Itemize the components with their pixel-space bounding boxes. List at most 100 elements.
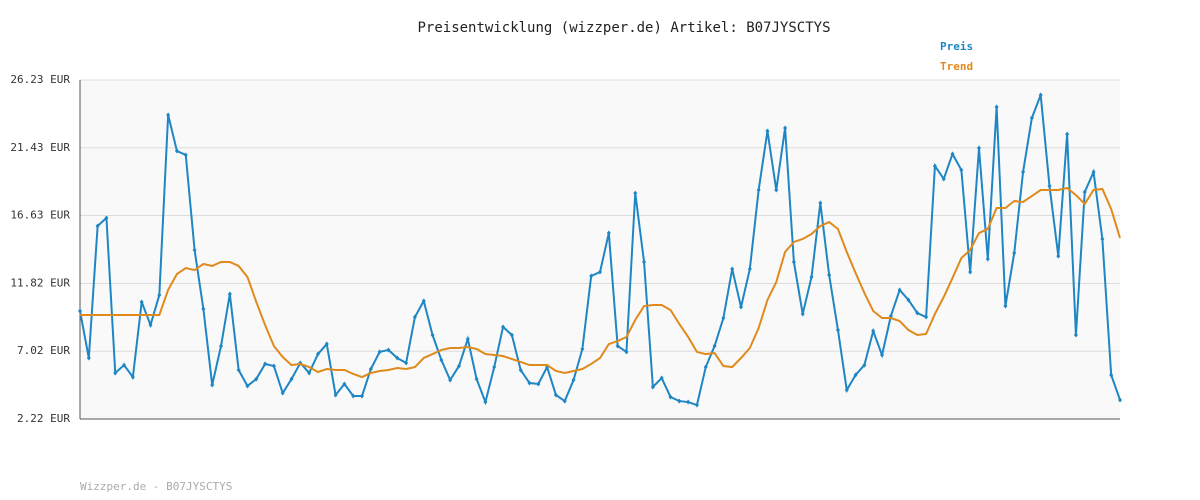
data-point [342,381,347,387]
data-point [1056,253,1061,259]
data-point [263,361,268,367]
data-point [950,151,955,157]
data-point [307,370,312,376]
data-point [271,363,276,369]
data-point [1091,169,1096,175]
data-point [174,148,179,154]
data-point [192,247,197,253]
data-point [333,392,338,398]
data-point [897,287,902,293]
data-point [571,377,576,383]
data-point [765,128,770,134]
data-point [148,322,153,328]
data-point [1073,332,1078,338]
data-point [289,376,294,382]
data-point [360,393,365,399]
data-point [941,176,946,182]
data-point [157,292,162,298]
data-point [386,347,391,353]
y-tick-label: 16.63 EUR [10,209,70,222]
data-point [104,215,109,221]
data-point [915,310,920,316]
data-point [245,383,250,389]
data-point [756,187,761,193]
legend-label: Trend [940,60,973,73]
data-point [227,291,232,297]
data-point [527,380,532,386]
data-point [721,315,726,321]
data-point [598,269,602,275]
data-point [650,384,655,390]
data-point [139,299,144,305]
data-point [844,387,849,393]
data-point [615,343,620,349]
data-point [483,399,488,405]
data-point [1021,169,1026,175]
data-point [932,163,937,169]
data-point [659,375,664,381]
data-point [254,376,259,382]
data-point [1100,236,1105,242]
data-point [1118,397,1122,403]
data-point [351,393,356,399]
series-line [80,186,1121,379]
y-tick-label: 11.82 EUR [10,276,70,289]
data-point [1029,115,1034,121]
legend-label: Preis [940,40,973,53]
data-point [976,145,981,151]
data-point [580,346,585,352]
data-point [783,125,788,131]
data-point [430,332,435,338]
data-point [968,269,973,275]
data-point [456,363,461,369]
data-point [853,372,858,378]
data-point [404,360,409,366]
data-point [791,259,796,265]
data-point [739,304,744,310]
data-point [827,272,832,278]
data-point [862,362,867,368]
data-point [1038,92,1043,98]
data-point [95,223,100,229]
data-point [959,167,964,173]
y-tick-label: 2.22 EUR [17,412,70,425]
data-point [562,398,567,404]
data-point [421,298,426,304]
data-point [536,381,541,387]
data-point [509,332,514,338]
data-point [1012,250,1017,256]
data-point [1109,372,1114,378]
data-point [985,256,990,262]
data-point [183,152,188,158]
y-tick-label: 26.23 EUR [10,73,70,86]
data-point [1003,303,1008,309]
data-point [871,328,876,334]
data-point [219,343,224,349]
chart-title: Preisentwicklung (wizzper.de) Artikel: B… [417,20,830,36]
data-point [924,314,929,320]
data-point [686,399,691,405]
data-point [210,382,215,388]
data-point [818,200,823,206]
data-point [368,366,373,372]
data-point [703,364,708,370]
data-point [809,274,814,280]
data-point [880,352,885,358]
data-point [835,327,840,333]
data-point [668,394,673,400]
data-point [747,266,752,272]
data-point [474,376,479,382]
data-point [501,324,506,330]
data-point [730,266,735,272]
data-point [465,336,470,342]
data-point [201,306,206,312]
data-point [677,398,682,404]
data-point [712,343,717,349]
data-point [1047,183,1052,189]
footer: Wizzper.de - B07JYSCTYS [80,480,232,493]
data-point [377,349,382,355]
data-point [518,367,523,373]
data-point [774,187,779,193]
data-point [130,374,135,380]
